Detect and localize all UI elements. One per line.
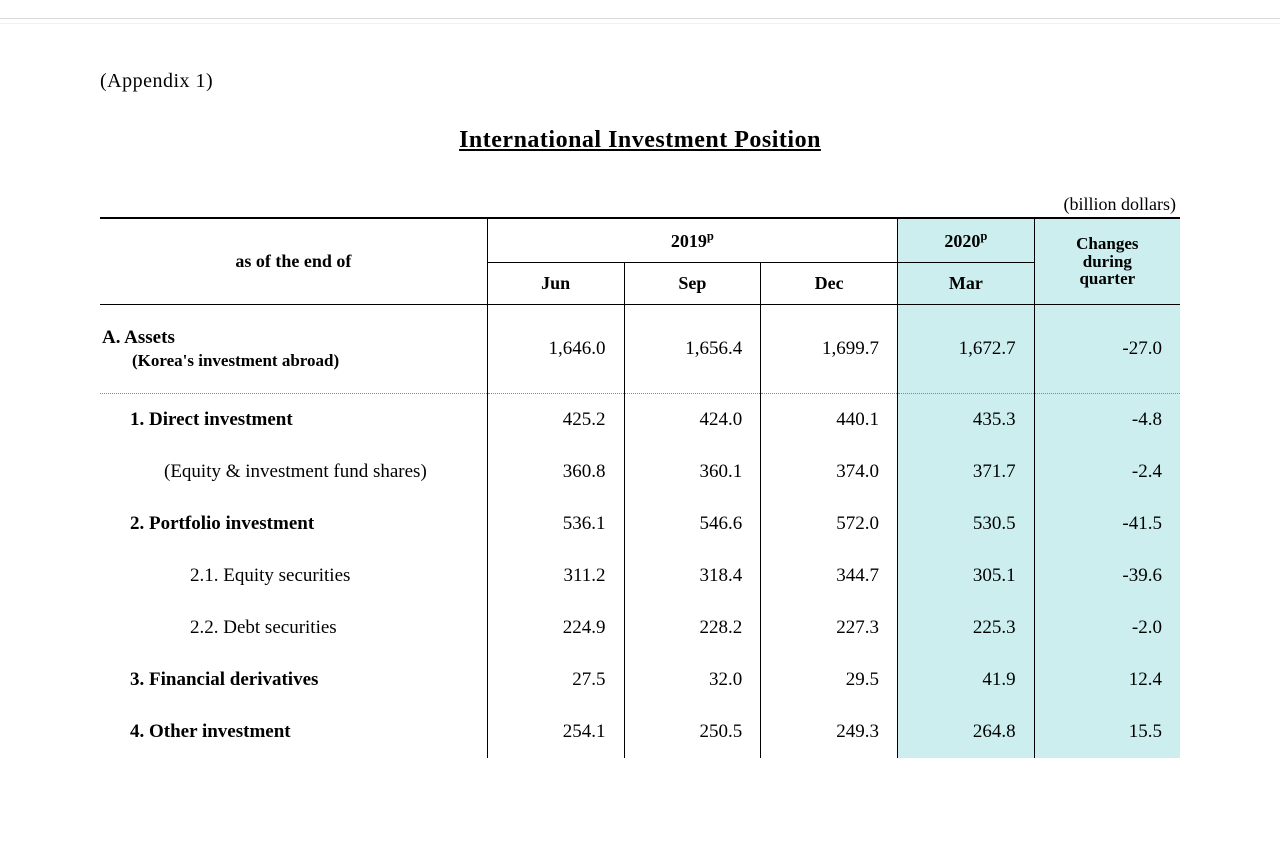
cell-otherinv-jun: 254.1: [487, 706, 624, 758]
page-title: International Investment Position: [100, 127, 1180, 154]
changes-line1: Changes: [1076, 234, 1138, 253]
cell-assets-chg: -27.0: [1034, 305, 1180, 394]
iip-table: as of the end of 2019p 2020p Changes dur…: [100, 217, 1180, 758]
cell-debtsec-sep: 228.2: [624, 602, 761, 654]
year-2019-text: 2019: [671, 231, 707, 251]
cell-portfolio-chg: -41.5: [1034, 498, 1180, 550]
row-direct-investment: 1. Direct investment 425.2 424.0 440.1 4…: [100, 394, 1180, 447]
cell-otherinv-dec: 249.3: [761, 706, 898, 758]
cell-portfolio-sep: 546.6: [624, 498, 761, 550]
cell-finderiv-label: 3. Financial derivatives: [100, 654, 487, 706]
cell-otherinv-sep: 250.5: [624, 706, 761, 758]
cell-finderiv-chg: 12.4: [1034, 654, 1180, 706]
assets-sub-label: (Korea's investment abroad): [102, 351, 485, 371]
col-header-jun: Jun: [487, 263, 624, 305]
cell-portfolio-dec: 572.0: [761, 498, 898, 550]
row-debt-securities: 2.2. Debt securities 224.9 228.2 227.3 2…: [100, 602, 1180, 654]
cell-otherinv-label: 4. Other investment: [100, 706, 487, 758]
cell-debtsec-chg: -2.0: [1034, 602, 1180, 654]
cell-direct-jun: 425.2: [487, 394, 624, 447]
cell-finderiv-mar: 41.9: [897, 654, 1034, 706]
row-portfolio-investment: 2. Portfolio investment 536.1 546.6 572.…: [100, 498, 1180, 550]
row-equity-fund-shares: (Equity & investment fund shares) 360.8 …: [100, 446, 1180, 498]
col-header-2019: 2019p: [487, 218, 897, 263]
cell-assets-label: A. Assets (Korea's investment abroad): [100, 305, 487, 394]
row-equity-securities: 2.1. Equity securities 311.2 318.4 344.7…: [100, 550, 1180, 602]
col-header-asof: as of the end of: [100, 218, 487, 305]
cell-direct-chg: -4.8: [1034, 394, 1180, 447]
cell-equitysec-chg: -39.6: [1034, 550, 1180, 602]
cell-assets-sep: 1,656.4: [624, 305, 761, 394]
cell-direct-dec: 440.1: [761, 394, 898, 447]
cell-assets-dec: 1,699.7: [761, 305, 898, 394]
changes-line2: during: [1083, 252, 1132, 271]
page-top-rule: [0, 18, 1280, 24]
cell-equityfund-chg: -2.4: [1034, 446, 1180, 498]
col-header-changes: Changes during quarter: [1034, 218, 1180, 305]
cell-otherinv-chg: 15.5: [1034, 706, 1180, 758]
year-2019-sup: p: [707, 229, 714, 243]
cell-finderiv-sep: 32.0: [624, 654, 761, 706]
cell-equityfund-jun: 360.8: [487, 446, 624, 498]
cell-debtsec-mar: 225.3: [897, 602, 1034, 654]
cell-direct-sep: 424.0: [624, 394, 761, 447]
cell-portfolio-jun: 536.1: [487, 498, 624, 550]
year-2020-text: 2020: [944, 231, 980, 251]
cell-finderiv-jun: 27.5: [487, 654, 624, 706]
row-other-investment: 4. Other investment 254.1 250.5 249.3 26…: [100, 706, 1180, 758]
cell-assets-jun: 1,646.0: [487, 305, 624, 394]
cell-equitysec-jun: 311.2: [487, 550, 624, 602]
cell-equitysec-dec: 344.7: [761, 550, 898, 602]
col-header-mar: Mar: [897, 263, 1034, 305]
cell-portfolio-mar: 530.5: [897, 498, 1034, 550]
cell-debtsec-label: 2.2. Debt securities: [100, 602, 487, 654]
unit-label: (billion dollars): [100, 194, 1180, 215]
cell-debtsec-dec: 227.3: [761, 602, 898, 654]
cell-direct-label: 1. Direct investment: [100, 394, 487, 447]
cell-otherinv-mar: 264.8: [897, 706, 1034, 758]
assets-main-label: A. Assets: [102, 327, 175, 348]
col-header-2020: 2020p: [897, 218, 1034, 263]
table-body: A. Assets (Korea's investment abroad) 1,…: [100, 305, 1180, 759]
appendix-label: (Appendix 1): [100, 70, 1180, 93]
cell-finderiv-dec: 29.5: [761, 654, 898, 706]
cell-equityfund-mar: 371.7: [897, 446, 1034, 498]
cell-equityfund-sep: 360.1: [624, 446, 761, 498]
cell-portfolio-label: 2. Portfolio investment: [100, 498, 487, 550]
cell-equityfund-label: (Equity & investment fund shares): [100, 446, 487, 498]
cell-assets-mar: 1,672.7: [897, 305, 1034, 394]
row-financial-derivatives: 3. Financial derivatives 27.5 32.0 29.5 …: [100, 654, 1180, 706]
cell-equitysec-mar: 305.1: [897, 550, 1034, 602]
col-header-dec: Dec: [761, 263, 898, 305]
row-assets: A. Assets (Korea's investment abroad) 1,…: [100, 305, 1180, 394]
document-page: (Appendix 1) International Investment Po…: [0, 0, 1280, 851]
changes-line3: quarter: [1079, 269, 1135, 288]
cell-equitysec-label: 2.1. Equity securities: [100, 550, 487, 602]
cell-debtsec-jun: 224.9: [487, 602, 624, 654]
col-header-sep: Sep: [624, 263, 761, 305]
cell-equitysec-sep: 318.4: [624, 550, 761, 602]
cell-equityfund-dec: 374.0: [761, 446, 898, 498]
cell-direct-mar: 435.3: [897, 394, 1034, 447]
table-header: as of the end of 2019p 2020p Changes dur…: [100, 218, 1180, 305]
year-2020-sup: p: [980, 229, 987, 243]
